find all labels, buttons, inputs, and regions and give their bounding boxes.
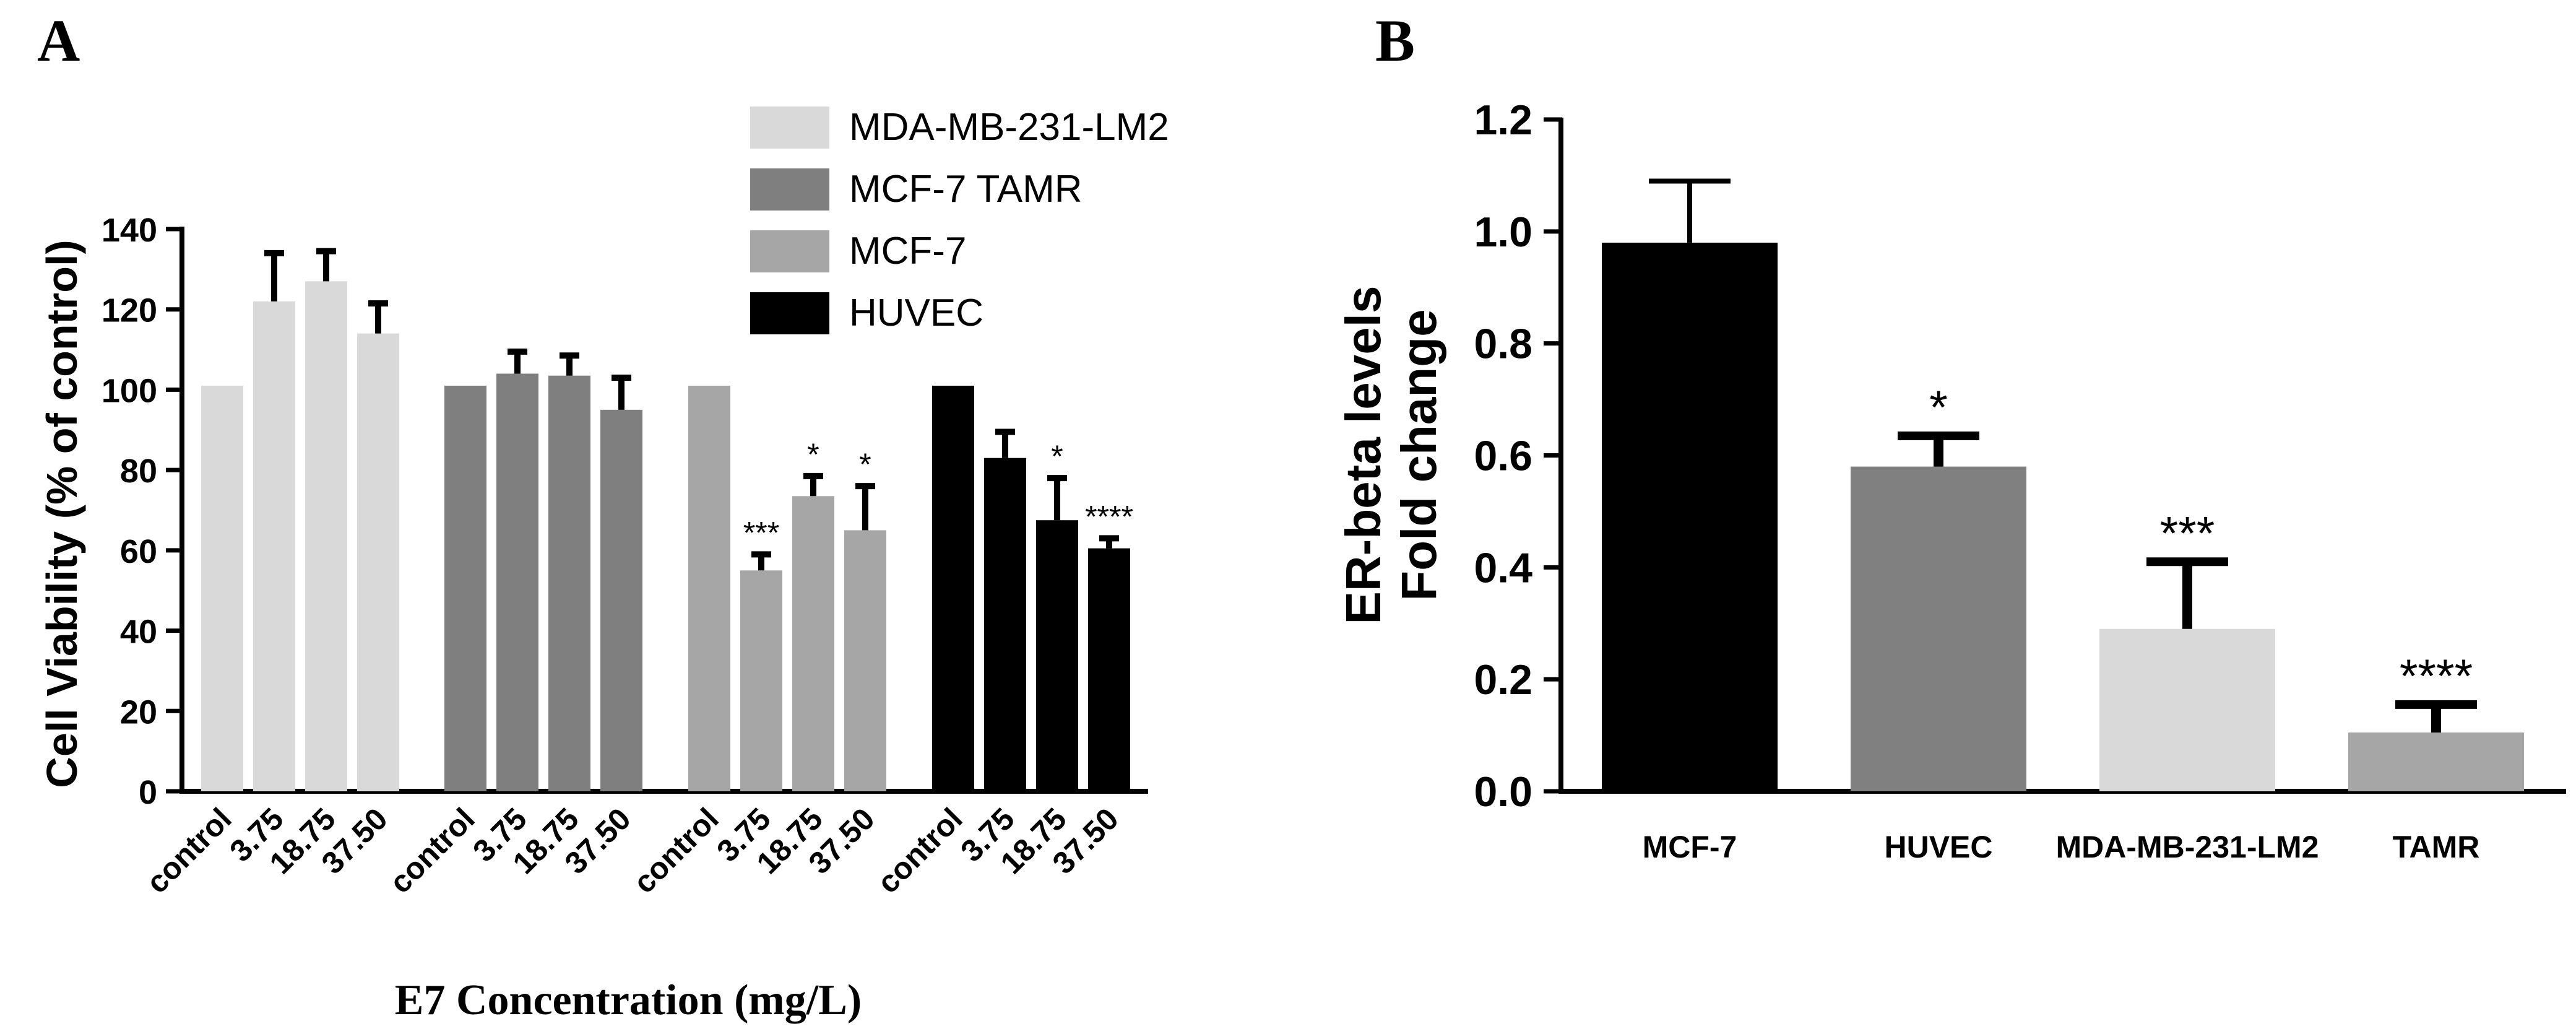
panel-a-bar (740, 570, 782, 791)
panel-a-bar (548, 375, 590, 791)
panel-a-y-tick-label: 140 (102, 212, 157, 249)
panel-a-bar (496, 373, 538, 791)
panel-a-bar (932, 385, 974, 791)
panel-a-x-tick-label: control (139, 801, 238, 900)
panel-b-y-tick-label: 1.2 (1474, 97, 1532, 144)
panel-a-y-tick-label: 80 (120, 453, 157, 490)
panel-a-y-tick-label: 100 (102, 372, 157, 409)
panel-b-significance-label: * (1929, 381, 1948, 434)
panel-b-significance-label: **** (2400, 650, 2473, 703)
panel-a-y-title: Cell Viability (% of control) (38, 240, 86, 788)
panel-a-bar (253, 301, 295, 791)
panel-a-bar (305, 281, 347, 791)
panel-a-significance-label: **** (1085, 499, 1133, 534)
panel-a-bar (357, 333, 399, 791)
panel-a-y-tick-label: 60 (120, 533, 157, 570)
panel-b-bar (2348, 732, 2524, 791)
legend-swatch (750, 230, 829, 272)
panel-b-bar (2099, 628, 2275, 791)
panel-a-bar (1036, 520, 1078, 791)
panel-b-x-tick-label: MDA-MB-231-LM2 (2056, 830, 2319, 864)
panel-b-x-tick-label: HUVEC (1884, 830, 1992, 864)
legend-label: MCF-7 TAMR (849, 168, 1083, 211)
panel-a-y-tick-label: 40 (120, 614, 157, 651)
panel-a-y-tick-label: 120 (102, 292, 157, 329)
panel-a-x-tick-label: control (870, 801, 969, 900)
legend-label: MCF-7 (849, 230, 966, 272)
legend-swatch (750, 292, 829, 334)
panel-b-y-tick-label: 0.2 (1474, 656, 1532, 703)
panel-b-y-tick-label: 0.4 (1474, 544, 1532, 591)
panel-a-bar (444, 385, 486, 791)
panel-a-significance-label: * (807, 437, 819, 472)
panel-b-significance-label: *** (2160, 507, 2215, 560)
panel-a-bar (844, 530, 886, 791)
panel-a-significance-label: *** (743, 515, 779, 550)
panel-b-y-tick-label: 0.0 (1474, 768, 1532, 815)
panel-b-bar (1602, 242, 1778, 792)
panel-a-x-tick-label: control (383, 801, 481, 900)
panel-a-bar (984, 458, 1026, 791)
panel-a-significance-label: * (1051, 439, 1063, 474)
panel-a-significance-label: * (859, 447, 871, 482)
panel-b-y-tick-label: 0.6 (1474, 433, 1532, 480)
panel-b-label: B (1375, 7, 1415, 74)
panel-a-x-title: E7 Concentration (mg/L) (395, 976, 862, 1024)
panel-a-x-tick-label: control (626, 801, 725, 900)
panel-a-label: A (37, 7, 80, 74)
panel-b-y-title-line2: Fold change (1391, 309, 1446, 601)
panel-b-x-tick-label: TAMR (2393, 830, 2480, 864)
panel-a-bar (600, 409, 642, 791)
panel-a-y-tick-label: 0 (139, 774, 157, 811)
legend-label: HUVEC (849, 292, 983, 334)
panel-a-bar (1088, 548, 1130, 791)
panel-b-y-title-line1: ER-beta levels (1336, 286, 1391, 625)
legend-label: MDA-MB-231-LM2 (849, 106, 1169, 149)
panel-b-y-tick-label: 1.0 (1474, 209, 1532, 256)
panel-a-bar (792, 496, 834, 791)
panel-b-bar (1851, 466, 2026, 791)
panel-a-bar (688, 385, 730, 791)
legend-swatch (750, 168, 829, 211)
panel-b-x-tick-label: MCF-7 (1643, 830, 1737, 864)
legend-swatch (750, 106, 829, 149)
panel-b-y-tick-label: 0.8 (1474, 321, 1532, 368)
panel-a-y-tick-label: 20 (120, 693, 157, 731)
panel-a-bar (201, 385, 243, 791)
